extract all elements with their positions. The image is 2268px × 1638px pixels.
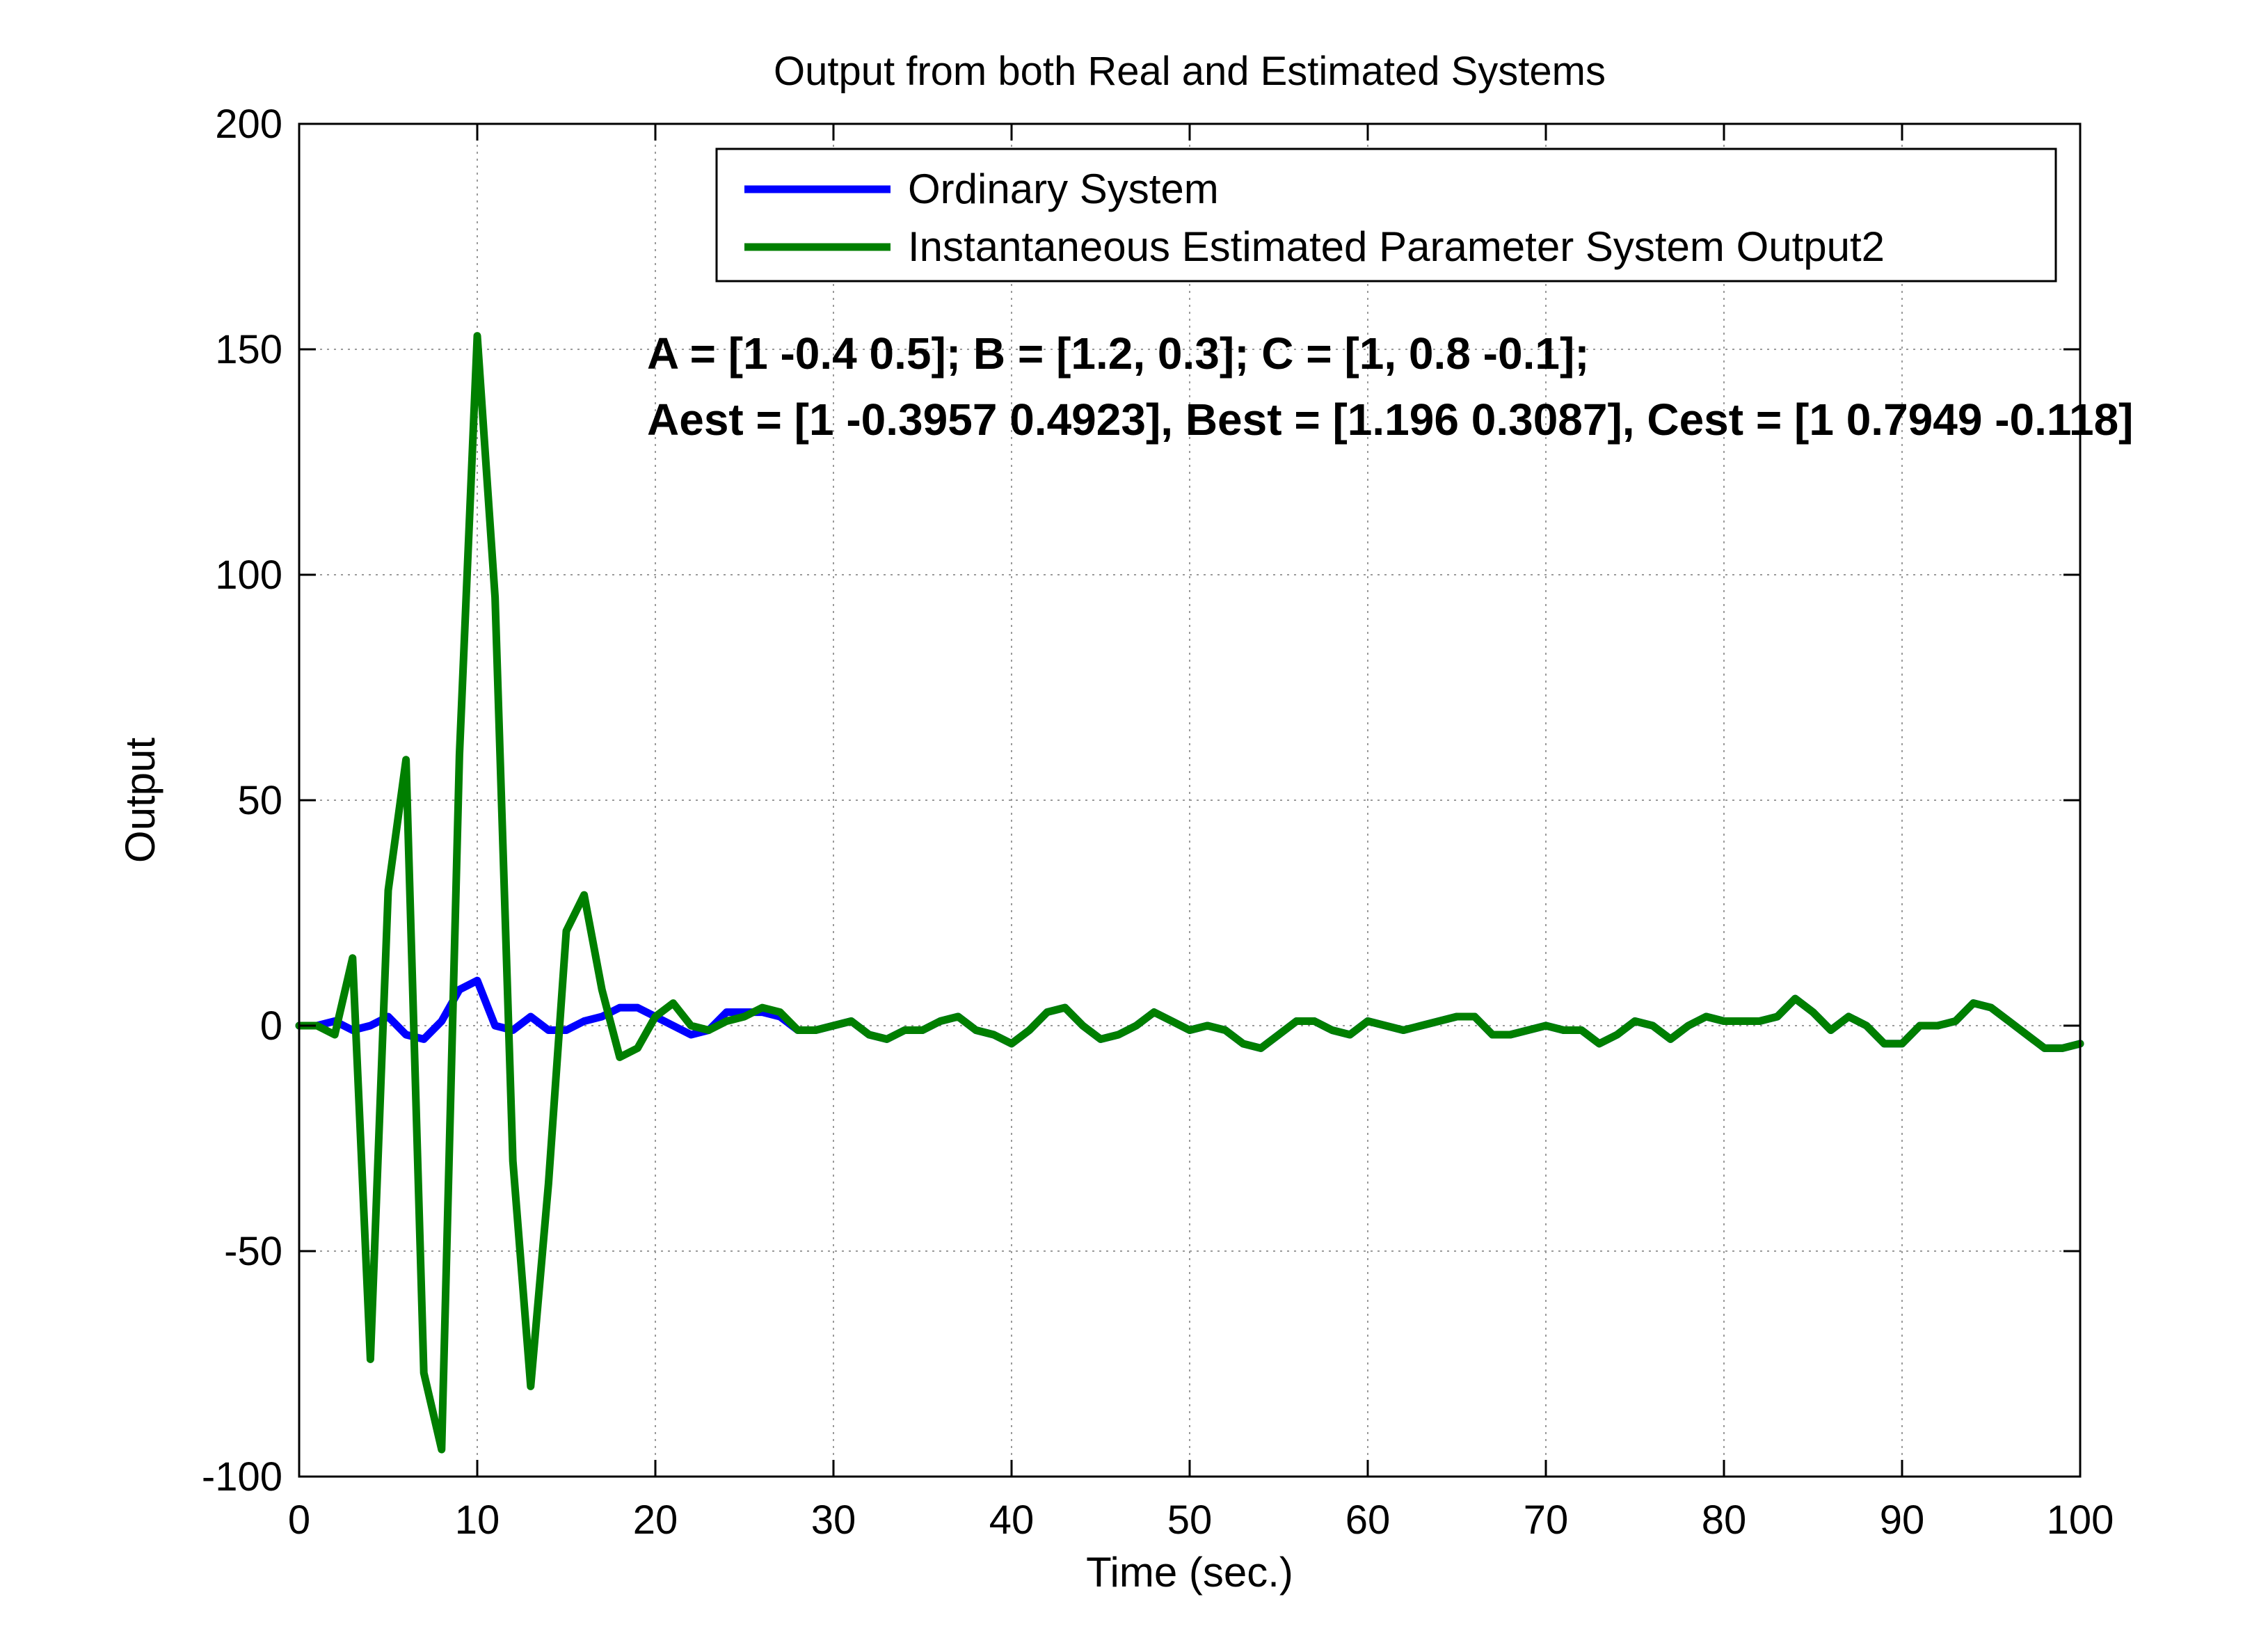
x-tick-label: 50: [1167, 1497, 1213, 1543]
legend-box: [715, 148, 2057, 283]
grid: [299, 124, 2080, 1477]
y-tick-label: 200: [215, 102, 282, 147]
y-tick-label: 150: [215, 327, 282, 372]
series-line-1: [295, 332, 2084, 1454]
x-tick-label: 70: [1524, 1497, 1569, 1543]
x-tick-label: 80: [1702, 1497, 1747, 1543]
y-tick-label: 50: [237, 778, 282, 823]
x-tick-label: 30: [811, 1497, 856, 1543]
x-tick-label: 10: [455, 1497, 500, 1543]
y-tick-label: -100: [202, 1454, 282, 1500]
x-tick-label: 60: [1345, 1497, 1391, 1543]
series-lines: [295, 332, 2084, 1454]
annotation-estimated-parameters: Aest = [1 -0.3957 0.4923], Best = [1.196…: [647, 395, 2133, 445]
legend: Ordinary System Instantaneous Estimated …: [715, 148, 2057, 283]
y-tick-label: 100: [215, 552, 282, 598]
x-tick-label: 90: [1880, 1497, 1925, 1543]
y-tick-label: -50: [224, 1229, 282, 1274]
x-tick-label: 100: [2047, 1497, 2114, 1543]
x-tick-label: 20: [633, 1497, 678, 1543]
annotation-true-parameters: A = [1 -0.4 0.5]; B = [1.2, 0.3]; C = [1…: [647, 328, 1590, 379]
legend-label-estimated-system: Instantaneous Estimated Parameter System…: [908, 223, 1885, 270]
x-tick-label: 0: [288, 1497, 310, 1543]
chart-title: Output from both Real and Estimated Syst…: [774, 49, 1606, 94]
axis-ticks: 0 10 20 30 40 50 60 70 80 90 100 -100 -50 0 50 100 150 20…: [202, 102, 2114, 1543]
y-tick-label: 0: [260, 1003, 282, 1049]
x-tick-label: 40: [989, 1497, 1035, 1543]
x-axis-label: Time (sec.): [1086, 1549, 1293, 1596]
y-axis-label: Output: [117, 738, 163, 863]
legend-label-ordinary-system: Ordinary System: [908, 166, 1219, 212]
